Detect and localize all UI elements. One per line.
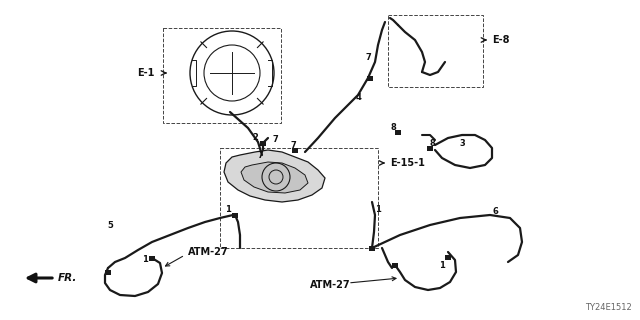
- Bar: [369, 245, 375, 251]
- Text: 1: 1: [439, 260, 445, 269]
- Text: 1: 1: [142, 255, 148, 265]
- Text: 1: 1: [375, 205, 381, 214]
- Text: ATM-27: ATM-27: [310, 280, 351, 290]
- Bar: [292, 148, 298, 153]
- Text: 8: 8: [390, 123, 396, 132]
- Bar: [220, 148, 378, 248]
- Bar: [163, 28, 281, 123]
- Text: 1: 1: [225, 205, 231, 214]
- Text: FR.: FR.: [58, 273, 77, 283]
- Text: E-1: E-1: [136, 68, 154, 78]
- Text: 6: 6: [492, 207, 498, 217]
- Bar: [260, 140, 266, 146]
- Text: 7: 7: [272, 135, 278, 145]
- Text: 8: 8: [429, 139, 435, 148]
- Polygon shape: [224, 150, 325, 202]
- Text: 3: 3: [459, 139, 465, 148]
- Text: ATM-27: ATM-27: [188, 247, 228, 257]
- Bar: [395, 130, 401, 134]
- Text: TY24E1512: TY24E1512: [585, 303, 632, 312]
- Text: 2: 2: [252, 133, 258, 142]
- Text: E-15-1: E-15-1: [390, 158, 425, 168]
- Bar: [388, 15, 483, 87]
- Bar: [427, 146, 433, 150]
- Text: 4: 4: [355, 92, 361, 101]
- Bar: [445, 254, 451, 260]
- Bar: [105, 269, 111, 275]
- Text: 7: 7: [257, 150, 263, 159]
- Text: 7: 7: [365, 53, 371, 62]
- Bar: [367, 76, 373, 81]
- Bar: [149, 255, 155, 260]
- Bar: [392, 262, 398, 268]
- Text: E-8: E-8: [492, 35, 509, 45]
- Text: 5: 5: [107, 220, 113, 229]
- Text: 7: 7: [290, 141, 296, 150]
- Bar: [232, 212, 238, 218]
- Polygon shape: [241, 162, 308, 193]
